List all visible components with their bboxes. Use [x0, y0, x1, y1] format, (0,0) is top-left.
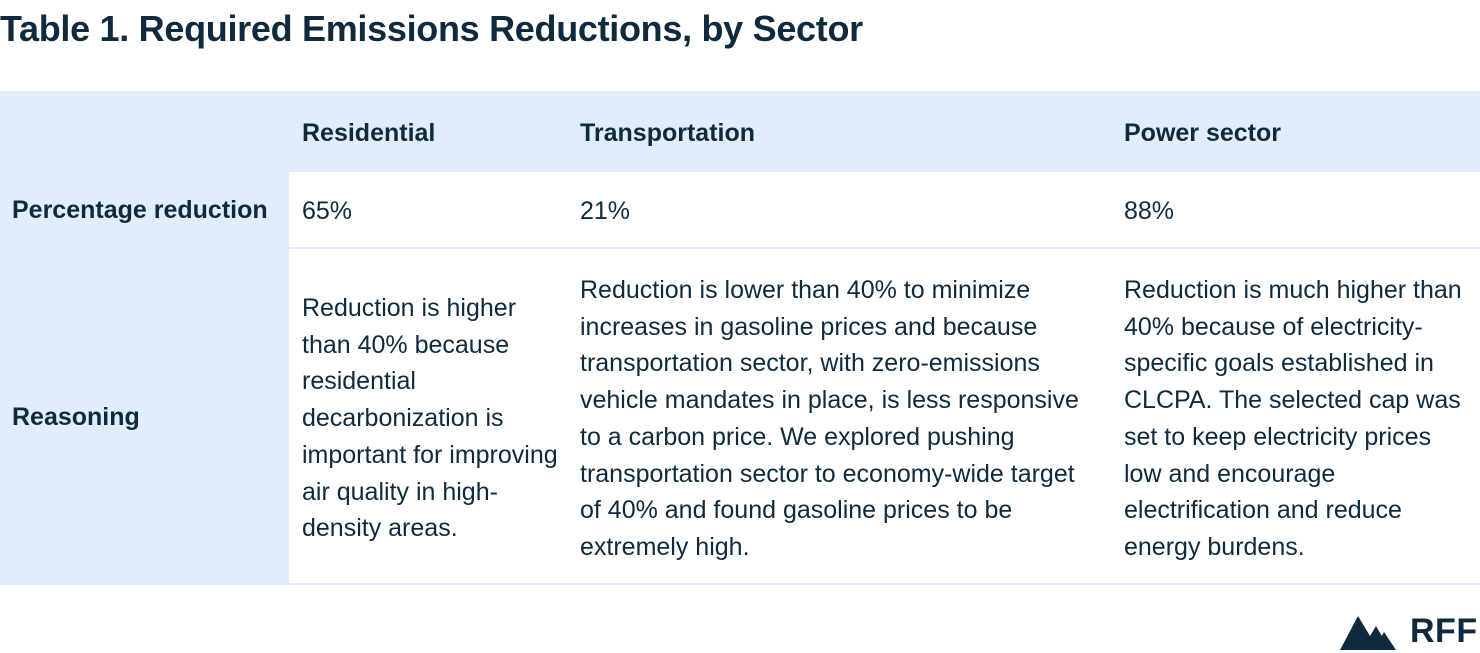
column-header-residential: Residential	[302, 119, 436, 147]
cell-transportation-percentage: 21%	[580, 197, 631, 225]
column-header-transportation: Transportation	[580, 119, 756, 147]
cell-power-sector-percentage: 88%	[1124, 197, 1175, 225]
row-label-percentage-reduction: Percentage reduction	[12, 196, 268, 224]
mountain-logo-icon	[1340, 616, 1396, 650]
logo-text: RFF	[1410, 611, 1478, 650]
cell-residential-reasoning: Reduction is higher than 40% because res…	[302, 294, 558, 543]
column-header-band	[0, 91, 1480, 172]
table-body	[289, 172, 1480, 585]
cell-transportation-reasoning: Reduction is lower than 40% to minimize …	[580, 276, 1079, 561]
row-label-reasoning: Reasoning	[12, 403, 140, 431]
row-header-column	[0, 91, 289, 585]
emissions-table: Residential Transportation Power sector …	[0, 91, 1480, 585]
column-header-power-sector: Power sector	[1124, 119, 1282, 147]
cell-power-sector-reasoning: Reduction is much higher than 40% becaus…	[1124, 276, 1462, 561]
page-title: Table 1. Required Emissions Reductions, …	[0, 8, 863, 49]
row-divider	[289, 247, 1480, 249]
table-bottom-rule	[0, 583, 1480, 585]
cell-residential-percentage: 65%	[302, 197, 353, 225]
rff-logo: RFF	[1340, 612, 1478, 650]
